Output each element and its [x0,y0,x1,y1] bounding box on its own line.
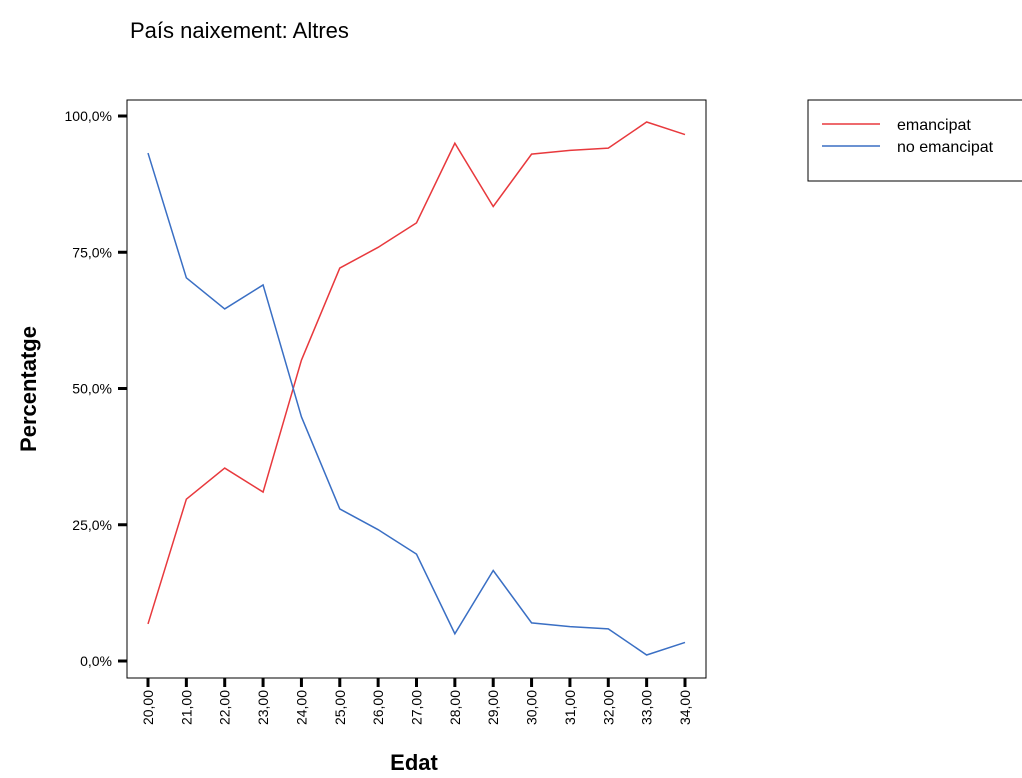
plot-frame [126,99,707,679]
legend-label: no emancipat [897,139,994,156]
y-tick-label: 100,0% [65,108,112,124]
x-tick-label: 26,00 [370,690,386,725]
x-tick-label: 27,00 [409,690,425,725]
chart-title: País naixement: Altres [130,18,349,43]
y-tick-label: 0,0% [80,653,112,669]
x-axis-label: Edat [390,750,438,775]
y-axis-label: Percentatge [16,326,41,452]
y-tick-label: 25,0% [72,517,112,533]
x-tick-label: 20,00 [140,690,156,725]
x-tick-label: 21,00 [178,690,194,725]
x-tick-label: 23,00 [255,690,271,725]
x-tick-label: 33,00 [639,690,655,725]
x-tick-label: 24,00 [293,690,309,725]
y-tick-label: 75,0% [72,244,112,260]
x-tick-label: 34,00 [677,690,693,725]
x-tick-label: 28,00 [447,690,463,725]
series-line [147,152,686,656]
x-tick-label: 22,00 [217,690,233,725]
x-tick-label: 31,00 [562,690,578,725]
x-tick-label: 25,00 [332,690,348,725]
y-tick-label: 50,0% [72,381,112,397]
series-line [147,121,686,625]
legend-label: emancipat [897,117,971,134]
x-tick-label: 30,00 [524,690,540,725]
legend-box [807,99,1022,182]
x-tick-label: 32,00 [600,690,616,725]
x-tick-label: 29,00 [485,690,501,725]
